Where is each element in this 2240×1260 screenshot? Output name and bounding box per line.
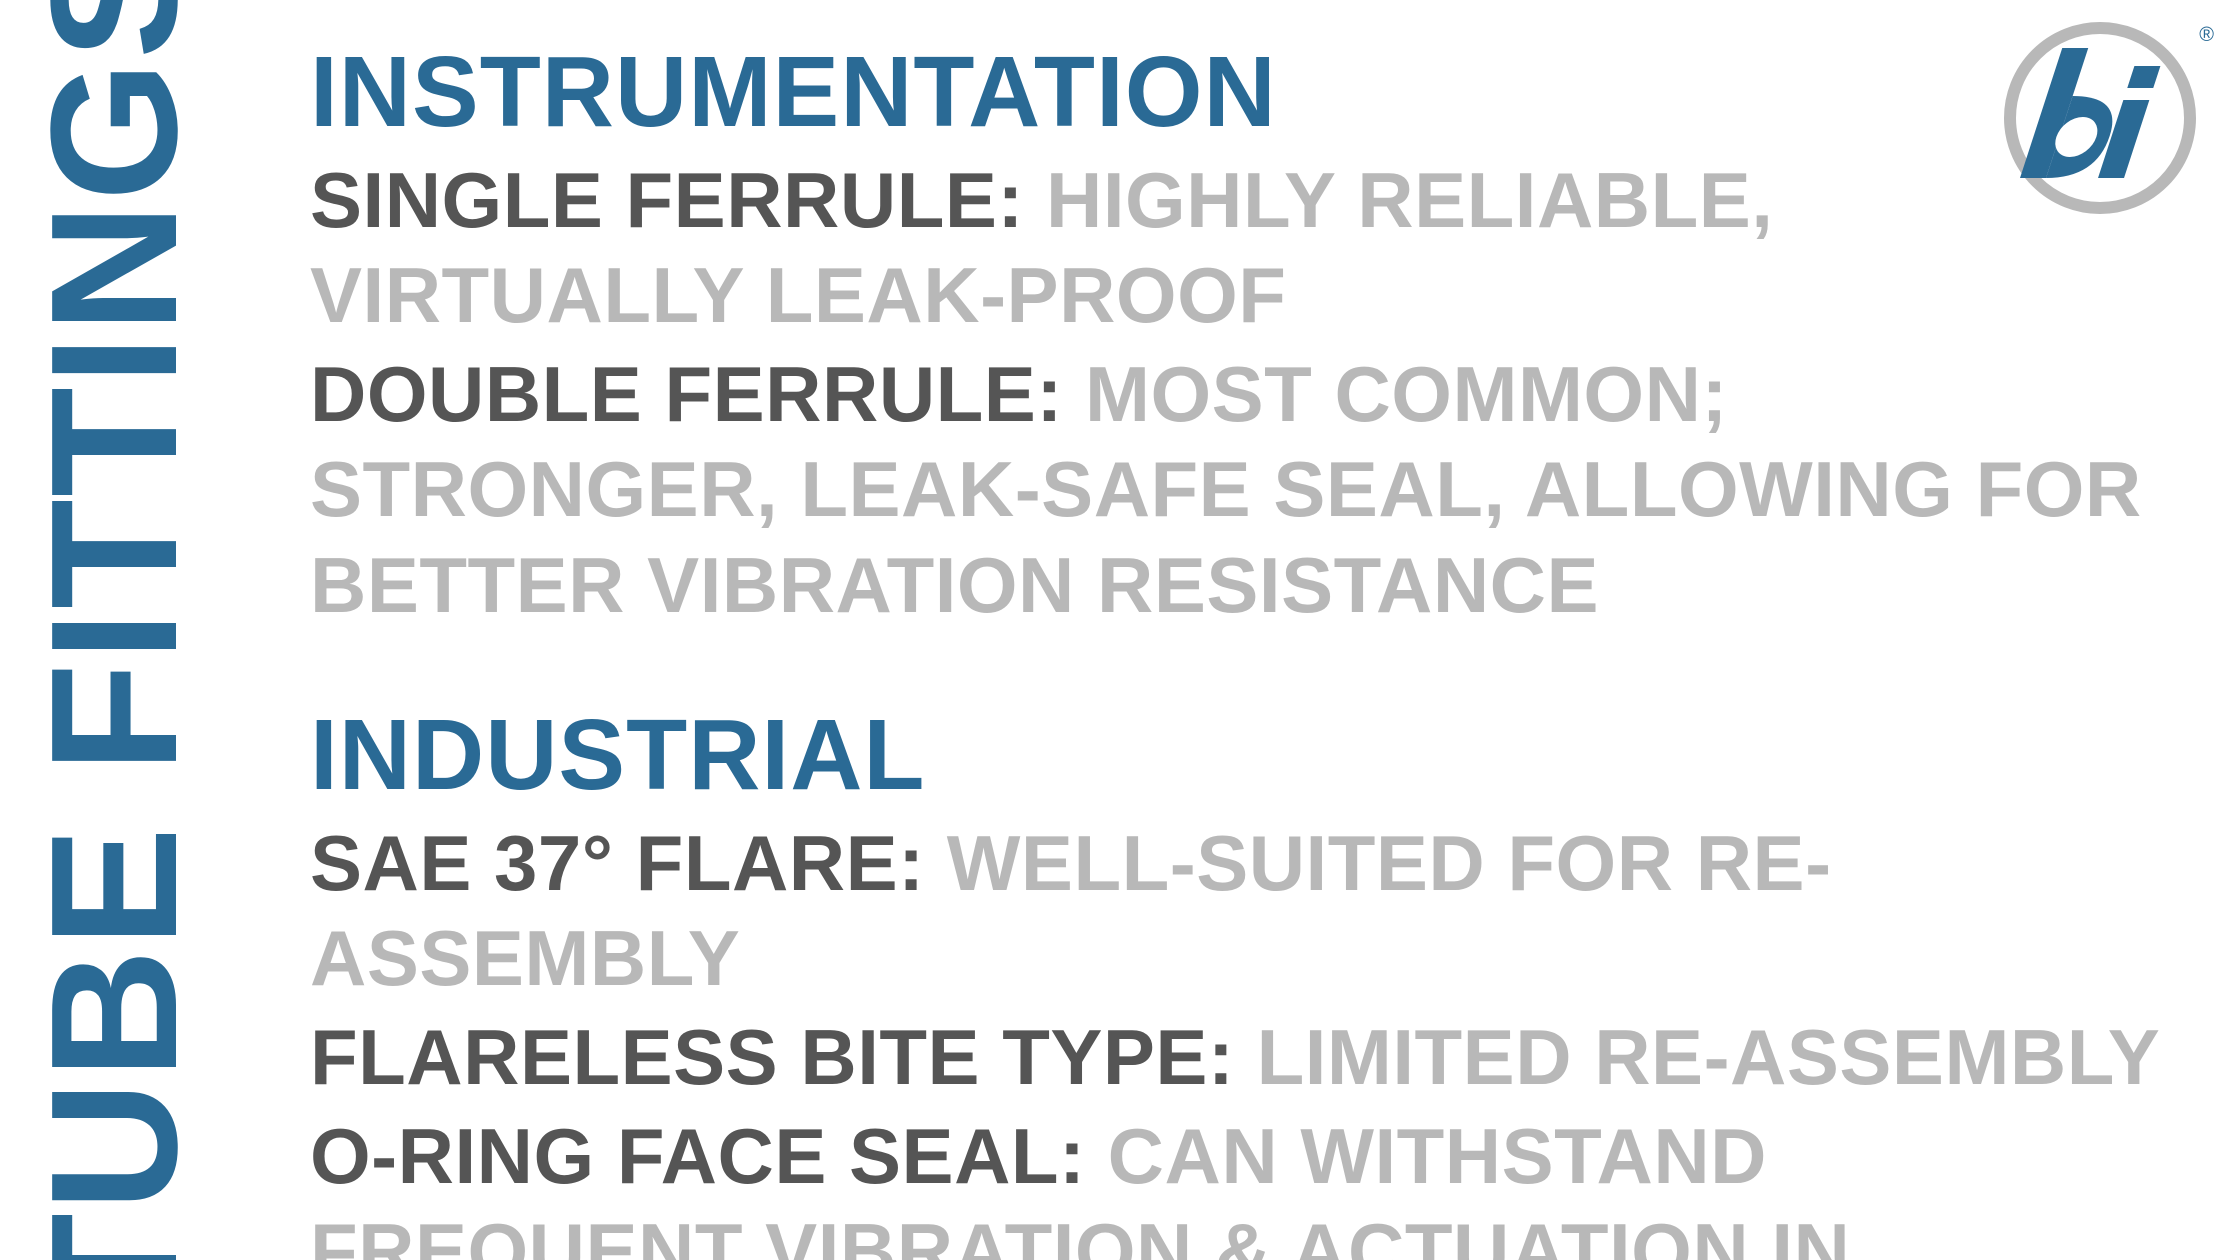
term: O-RING FACE SEAL: <box>310 1112 1086 1200</box>
bi-logo-icon <box>2000 18 2200 218</box>
vertical-title: TUBE FITTINGS <box>38 0 191 1260</box>
term: SAE 37° FLARE: <box>310 819 925 907</box>
content-column: INSTRUMENTATION SINGLE FERRULE: HIGHLY R… <box>310 40 2180 1260</box>
desc: LIMITED RE-ASSEMBLY <box>1234 1013 2160 1101</box>
item-sae-37-flare: SAE 37° FLARE: WELL-SUITED FOR RE-ASSEMB… <box>310 816 2180 1006</box>
term: FLARELESS BITE TYPE: <box>310 1013 1234 1101</box>
item-flareless-bite-type: FLARELESS BITE TYPE: LIMITED RE-ASSEMBLY <box>310 1010 2180 1105</box>
section-heading-industrial: INDUSTRIAL <box>310 703 2180 808</box>
term: SINGLE FERRULE: <box>310 156 1024 244</box>
item-double-ferrule: DOUBLE FERRULE: MOST COMMON; STRONGER, L… <box>310 347 2180 632</box>
item-o-ring-face-seal: O-RING FACE SEAL: CAN WITHSTAND FREQUENT… <box>310 1109 2180 1260</box>
page: TUBE FITTINGS INSTRUMENTATION SINGLE FER… <box>0 0 2240 1260</box>
registered-mark: ® <box>2199 24 2214 47</box>
item-single-ferrule: SINGLE FERRULE: HIGHLY RELIABLE, VIRTUAL… <box>310 153 2180 343</box>
section-industrial: INDUSTRIAL SAE 37° FLARE: WELL-SUITED FO… <box>310 703 2180 1260</box>
term: DOUBLE FERRULE: <box>310 350 1063 438</box>
section-heading-instrumentation: INSTRUMENTATION <box>310 40 2180 145</box>
